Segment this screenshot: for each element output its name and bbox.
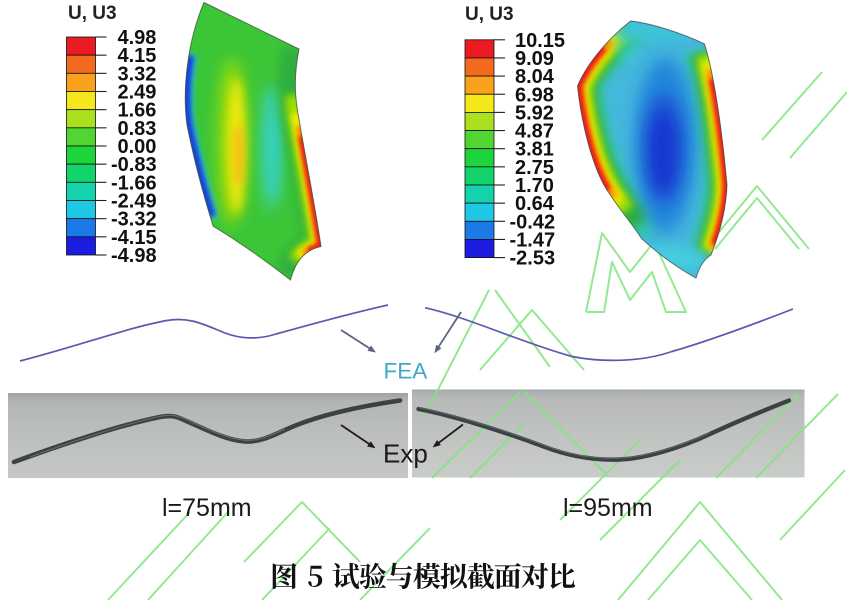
svg-text:6.98: 6.98 (515, 84, 554, 106)
svg-text:8.04: 8.04 (515, 66, 555, 88)
svg-text:4.15: 4.15 (118, 45, 157, 67)
svg-text:2.75: 2.75 (515, 157, 554, 179)
svg-text:-1.47: -1.47 (510, 229, 556, 251)
svg-text:10.15: 10.15 (515, 30, 565, 52)
svg-text:5.92: 5.92 (515, 102, 554, 124)
svg-text:-0.83: -0.83 (111, 154, 157, 176)
svg-text:-2.53: -2.53 (510, 248, 556, 270)
svg-text:0.83: 0.83 (118, 118, 157, 140)
svg-text:4.87: 4.87 (515, 121, 554, 143)
svg-text:l=95mm: l=95mm (563, 494, 653, 522)
svg-text:U, U3: U, U3 (68, 3, 117, 24)
svg-text:3.32: 3.32 (118, 63, 157, 85)
svg-text:0.00: 0.00 (118, 136, 157, 158)
svg-text:U, U3: U, U3 (465, 4, 514, 25)
svg-text:4.98: 4.98 (118, 27, 157, 49)
svg-text:-0.42: -0.42 (510, 211, 556, 233)
svg-text:l=75mm: l=75mm (162, 494, 252, 522)
svg-text:0.64: 0.64 (515, 193, 555, 215)
svg-text:-3.32: -3.32 (111, 209, 157, 231)
svg-text:9.09: 9.09 (515, 48, 554, 70)
svg-text:FEA: FEA (384, 359, 428, 384)
svg-text:-2.49: -2.49 (111, 191, 157, 213)
svg-text:3.81: 3.81 (515, 139, 554, 161)
svg-text:2.49: 2.49 (118, 82, 157, 104)
svg-text:1.70: 1.70 (515, 175, 554, 197)
svg-text:Exp: Exp (383, 439, 428, 469)
svg-text:-1.66: -1.66 (111, 172, 157, 194)
svg-text:-4.98: -4.98 (111, 245, 157, 267)
svg-text:-4.15: -4.15 (111, 227, 157, 249)
svg-text:1.66: 1.66 (118, 100, 157, 122)
